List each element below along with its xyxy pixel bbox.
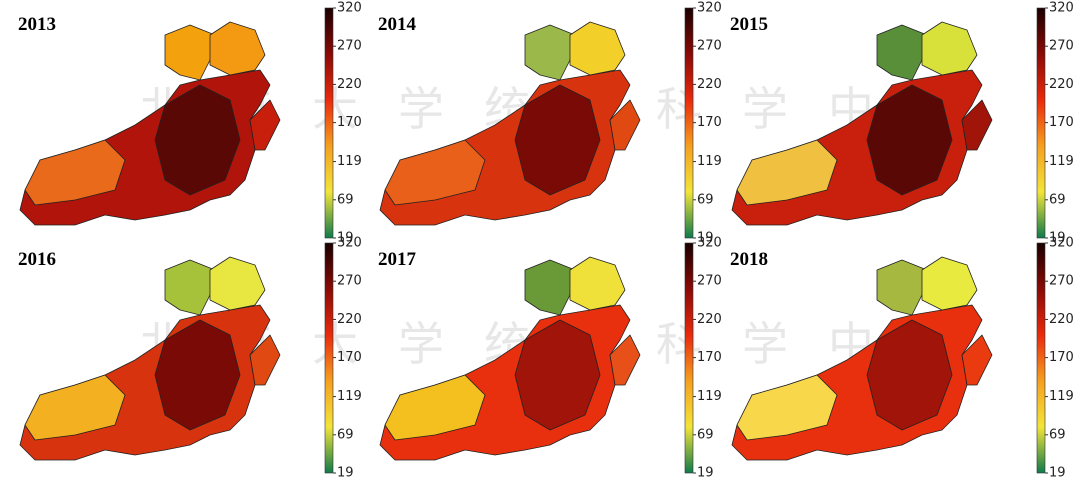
colorbar-tick-label: 270 (697, 39, 722, 54)
colorbar-tick-label: 170 (337, 115, 362, 130)
colorbar (1036, 242, 1046, 474)
region (209, 21, 266, 76)
colorbar-tick-label: 270 (1049, 39, 1074, 54)
region (736, 374, 838, 441)
colorbar-tick-label: 170 (697, 115, 722, 130)
colorbar-tick-label: 119 (337, 154, 362, 169)
region (609, 334, 641, 386)
map-panel (731, 21, 993, 226)
region (249, 99, 281, 151)
region (524, 259, 576, 316)
region (384, 139, 486, 206)
region (164, 259, 216, 316)
colorbar-tick-label: 270 (1049, 274, 1074, 289)
colorbar-tick-label: 170 (337, 350, 362, 365)
colorbar-tick-label: 69 (1049, 192, 1066, 207)
colorbar (684, 7, 694, 239)
region (866, 84, 953, 196)
colorbar-tick-label: 119 (337, 389, 362, 404)
colorbar-tick-label: 69 (337, 427, 354, 442)
colorbar-tick-label: 320 (697, 236, 722, 251)
region (736, 139, 838, 206)
region (154, 319, 241, 431)
region (514, 84, 601, 196)
region (866, 319, 953, 431)
region (921, 256, 978, 311)
colorbar-tick-label: 119 (1049, 154, 1074, 169)
region (961, 99, 993, 151)
colorbar-tick-label: 320 (1049, 236, 1074, 251)
colorbar (324, 7, 334, 239)
colorbar-tick-label: 320 (697, 1, 722, 16)
colorbar (684, 242, 694, 474)
region (876, 24, 928, 81)
region (876, 259, 928, 316)
colorbar-tick-label: 270 (337, 39, 362, 54)
region (569, 21, 626, 76)
colorbar-tick-label: 69 (1049, 427, 1066, 442)
colorbar-tick-label: 119 (1049, 389, 1074, 404)
year-label: 2017 (378, 249, 417, 270)
colorbar-tick-label: 19 (1049, 466, 1066, 481)
region (24, 139, 126, 206)
colorbar-tick-label: 69 (697, 192, 714, 207)
region (209, 256, 266, 311)
year-label: 2018 (730, 249, 768, 270)
colorbar-tick-label: 119 (697, 154, 722, 169)
colorbar-tick-label: 19 (697, 466, 714, 481)
colorbar-tick-label: 119 (697, 389, 722, 404)
colorbar-tick-label: 19 (697, 231, 714, 246)
year-label: 2014 (378, 14, 417, 35)
colorbar-tick-label: 19 (337, 231, 354, 246)
colorbar-tick-label: 69 (697, 427, 714, 442)
region (164, 24, 216, 81)
colorbar-tick-label: 220 (697, 312, 722, 327)
colorbar-tick-label: 320 (337, 1, 362, 16)
map-panel (19, 21, 281, 226)
colorbar-tick-label: 170 (1049, 350, 1074, 365)
colorbar (324, 242, 334, 474)
year-label: 2015 (730, 14, 768, 35)
region (514, 319, 601, 431)
region (921, 21, 978, 76)
colorbar-tick-label: 220 (1049, 77, 1074, 92)
colorbar-tick-label: 170 (697, 350, 722, 365)
region (609, 99, 641, 151)
region (249, 334, 281, 386)
colorbar-tick-label: 19 (337, 466, 354, 481)
colorbar-tick-label: 220 (337, 77, 362, 92)
colorbar-tick-label: 320 (1049, 1, 1074, 16)
colorbar-tick-label: 69 (337, 192, 354, 207)
year-label: 2013 (18, 14, 56, 35)
map-panel (379, 256, 641, 461)
colorbar-tick-label: 320 (337, 236, 362, 251)
colorbar-tick-label: 270 (697, 274, 722, 289)
colorbar-tick-label: 270 (337, 274, 362, 289)
region (961, 334, 993, 386)
region (24, 374, 126, 441)
colorbar-tick-label: 220 (337, 312, 362, 327)
region (569, 256, 626, 311)
region (384, 374, 486, 441)
colorbar-tick-label: 220 (1049, 312, 1074, 327)
map-panel (379, 21, 641, 226)
region (154, 84, 241, 196)
map-panel (731, 256, 993, 461)
year-label: 2016 (18, 249, 56, 270)
colorbar-tick-label: 19 (1049, 231, 1066, 246)
colorbar-tick-label: 220 (697, 77, 722, 92)
region (524, 24, 576, 81)
colorbar (1036, 7, 1046, 239)
map-panel (19, 256, 281, 461)
colorbar-tick-label: 170 (1049, 115, 1074, 130)
